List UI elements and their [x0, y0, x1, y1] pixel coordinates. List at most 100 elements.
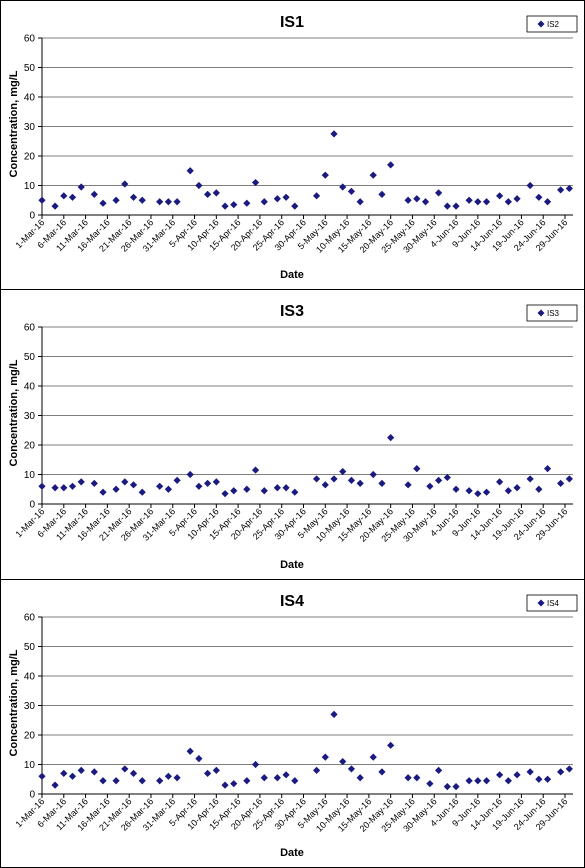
- y-tick-label: 50: [24, 63, 36, 74]
- chart-is1-svg: IS1 IS2 Concentration, mg/L Date 0 10 20 30…: [0, 0, 585, 290]
- data-point: [557, 768, 565, 776]
- y-tick-label: 30: [24, 411, 36, 422]
- y-tick-label: 0: [29, 500, 35, 511]
- legend-box: [526, 304, 578, 322]
- y-tick-label: 20: [24, 152, 36, 163]
- y-tick-label: 50: [24, 642, 36, 653]
- data-point: [230, 201, 238, 209]
- data-point: [186, 470, 194, 479]
- data-point: [496, 478, 504, 486]
- data-point: [121, 478, 129, 486]
- legend-box: [526, 594, 578, 612]
- data-point: [543, 198, 552, 206]
- data-point: [535, 193, 543, 201]
- data-point: [496, 192, 504, 200]
- data-point: [312, 475, 321, 483]
- data-point: [369, 171, 377, 179]
- y-tick-label: 20: [24, 731, 36, 742]
- data-points: [38, 130, 573, 210]
- data-point: [212, 189, 220, 197]
- data-point: [221, 490, 229, 498]
- data-point: [112, 196, 120, 204]
- data-point: [291, 202, 299, 210]
- data-point: [68, 193, 77, 201]
- data-point: [251, 760, 260, 769]
- chart-is3-svg: IS3 IS3 Concentration, mg/L Date 0 10 20 30…: [0, 289, 585, 580]
- data-point: [321, 753, 329, 761]
- data-point: [38, 482, 46, 490]
- data-point: [404, 481, 412, 489]
- y-tick-label: 60: [24, 34, 36, 45]
- data-point: [164, 772, 172, 780]
- y-axis-label: Concentration, mg/L: [8, 70, 20, 177]
- data-point: [156, 198, 164, 206]
- y-axis-label: Concentration, mg/L: [8, 359, 20, 466]
- data-point: [282, 193, 290, 201]
- y-tick-labels: 0 10 20 30 40 50 60: [24, 323, 36, 511]
- axes: [38, 326, 573, 508]
- data-point: [482, 488, 491, 496]
- legend-label: IS3: [547, 309, 560, 318]
- data-point: [273, 484, 281, 492]
- legend: IS2: [526, 15, 578, 33]
- data-point: [38, 772, 46, 780]
- data-point: [339, 467, 347, 476]
- chart-frame: [0, 289, 585, 580]
- legend-label: IS4: [547, 599, 560, 608]
- data-point: [221, 202, 229, 210]
- data-point: [77, 183, 85, 191]
- y-axis-label: Concentration, mg/L: [8, 649, 20, 756]
- data-point: [339, 183, 347, 191]
- legend: IS3: [526, 304, 578, 322]
- data-point: [99, 488, 107, 496]
- chart-title: IS3: [280, 303, 304, 320]
- data-point: [426, 780, 434, 788]
- data-point: [212, 478, 220, 486]
- data-point: [496, 771, 504, 779]
- data-point: [164, 485, 172, 493]
- data-point: [504, 198, 512, 206]
- data-point: [565, 475, 573, 483]
- x-axis-label: Date: [280, 847, 304, 859]
- data-point: [164, 198, 172, 206]
- data-point: [465, 487, 473, 495]
- data-point: [195, 181, 203, 190]
- data-point: [99, 199, 107, 207]
- data-point: [77, 478, 85, 486]
- y-tick-label: 0: [29, 790, 35, 801]
- data-point: [186, 167, 194, 175]
- data-point: [526, 768, 534, 776]
- data-point: [230, 780, 238, 788]
- data-point: [413, 195, 421, 203]
- legend: IS4: [526, 594, 578, 612]
- data-point: [513, 771, 521, 779]
- data-point: [273, 195, 281, 203]
- data-point: [526, 181, 534, 190]
- data-point: [404, 196, 412, 204]
- legend-marker-icon: [537, 309, 545, 317]
- y-tick-label: 10: [24, 181, 36, 192]
- data-point: [435, 189, 443, 197]
- data-point: [38, 196, 46, 204]
- x-axis-label: Date: [280, 559, 304, 571]
- data-point: [243, 485, 251, 493]
- chart-title: IS4: [280, 593, 304, 610]
- data-point: [60, 192, 68, 200]
- data-point: [129, 481, 138, 489]
- chart-frame: [0, 0, 585, 290]
- data-point: [204, 190, 212, 198]
- data-point: [312, 192, 321, 200]
- chart-title: IS1: [280, 14, 304, 31]
- data-point: [112, 485, 120, 493]
- legend-box: [526, 15, 578, 33]
- data-point: [557, 186, 565, 194]
- data-point: [138, 488, 146, 496]
- data-point: [387, 161, 395, 169]
- data-point: [421, 198, 430, 206]
- data-point: [443, 202, 451, 210]
- y-tick-label: 60: [24, 323, 36, 334]
- data-point: [51, 202, 59, 210]
- data-point: [173, 198, 181, 206]
- data-point: [378, 190, 386, 198]
